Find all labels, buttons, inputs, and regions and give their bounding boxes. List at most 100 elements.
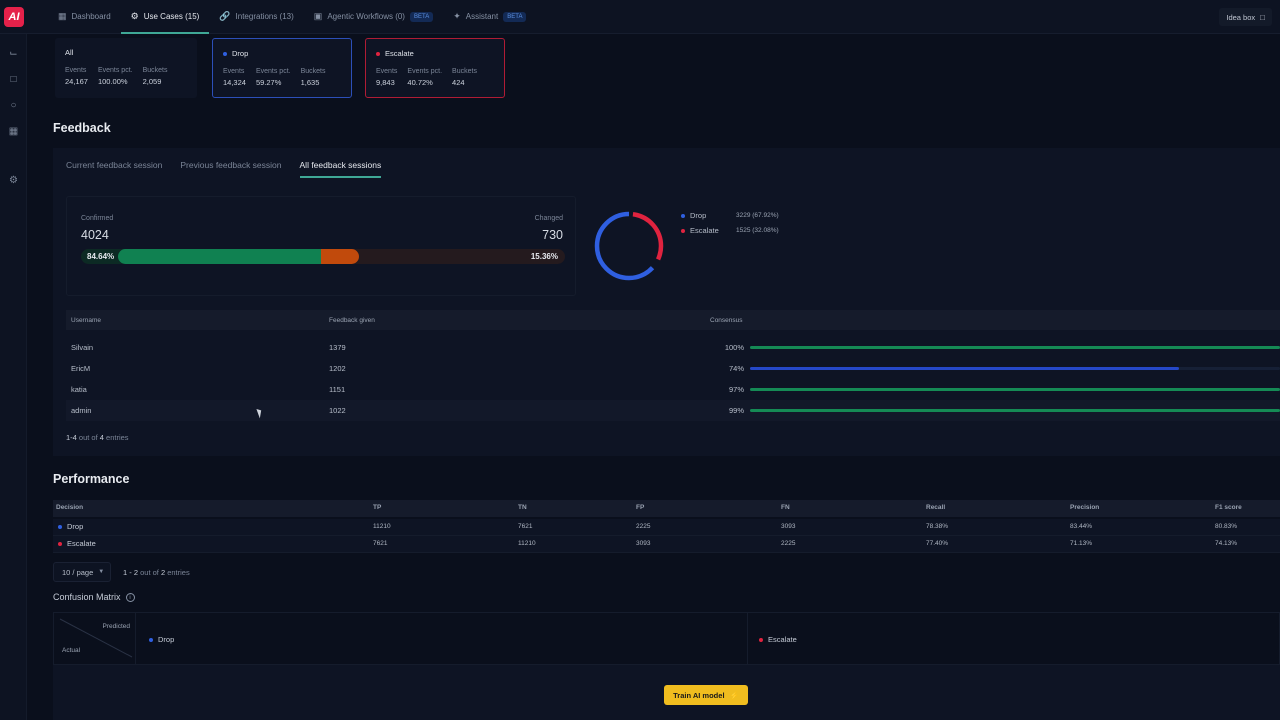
changed-segment — [321, 249, 359, 264]
events-label: Events — [65, 67, 87, 74]
settings-icon[interactable]: ⚙ — [9, 175, 18, 186]
stat-card-all[interactable]: All Events 24,167 Events pct. 100.00% Buck… — [55, 38, 197, 98]
col-recall[interactable]: Recall — [926, 504, 946, 511]
col-fp[interactable]: FP — [636, 504, 645, 511]
username: EricM — [71, 364, 91, 373]
legend-value: 3229 (67.92%) — [736, 212, 779, 219]
info-icon[interactable]: i — [125, 592, 135, 602]
col-feedback-given[interactable]: Feedback given — [329, 316, 375, 324]
idea-box-button[interactable]: Idea box □ — [1219, 8, 1272, 26]
legend-item-drop[interactable]: Drop 3229 (67.92%) — [681, 208, 779, 223]
scan-icon[interactable]: ▦ — [8, 126, 19, 137]
tp-value: 7621 — [373, 540, 388, 547]
predicted-label: Predicted — [102, 623, 130, 630]
performance-title: Performance — [53, 472, 130, 486]
recall-value: 78.38% — [926, 523, 949, 530]
search-icon[interactable]: ○ — [10, 100, 17, 111]
buckets-label: Buckets — [452, 68, 477, 75]
link-icon: 🔗 — [219, 11, 231, 21]
stat-card-drop[interactable]: Drop Events 14,324 Events pct. 59.27% Buck… — [212, 38, 352, 98]
robot-icon: ▣ — [313, 11, 323, 21]
col-f1-score[interactable]: F1 score — [1215, 504, 1242, 511]
drop-dot-icon — [58, 524, 62, 529]
app-logo[interactable]: AI — [4, 6, 24, 27]
col-precision[interactable]: Precision — [1070, 504, 1100, 511]
f1-value: 80.83% — [1215, 523, 1238, 530]
escalate-dot-icon — [681, 228, 685, 233]
changed-value: 730 — [542, 228, 563, 242]
precision-value: 83.44% — [1070, 523, 1093, 530]
confirmed-value: 4024 — [81, 228, 109, 242]
nav-label: Dashboard — [71, 12, 111, 21]
precision-value: 71.13% — [1070, 540, 1093, 547]
stat-card-title: Escalate — [385, 49, 414, 58]
nav-label: Assistant — [465, 12, 499, 21]
buckets-label: Buckets — [142, 67, 168, 74]
chart-icon[interactable]: ⌙ — [9, 48, 18, 59]
consensus-bar — [750, 346, 1280, 349]
feedback-given: 1379 — [329, 343, 346, 352]
table-row[interactable]: Silvain 1379 100% — [66, 337, 1280, 358]
drop-dot-icon — [223, 51, 227, 56]
events-value: 9,843 — [376, 78, 395, 87]
idea-box-label: Idea box — [1226, 12, 1256, 22]
fn-value: 3093 — [781, 523, 796, 530]
train-ai-model-button[interactable]: Train AI model ⚡ — [664, 685, 748, 705]
nav-integrations[interactable]: 🔗 Integrations (13) — [209, 0, 303, 34]
chat-icon[interactable]: □ — [10, 74, 17, 85]
tab-current-session[interactable]: Current feedback session — [66, 160, 163, 170]
confirmed-label: Confirmed — [81, 215, 114, 222]
nav-label: Agentic Workflows (0) — [327, 12, 405, 21]
fn-value: 2225 — [781, 540, 796, 547]
consensus-bar — [750, 388, 1280, 391]
tab-previous-session[interactable]: Previous feedback session — [180, 160, 282, 170]
escalate-dot-icon — [376, 51, 380, 56]
main-content: All Events 24,167 Events pct. 100.00% Buck… — [27, 34, 1280, 720]
nav-assistant[interactable]: ✦ Assistant BETA — [443, 0, 536, 34]
col-username[interactable]: Username — [71, 316, 101, 324]
fp-value: 3093 — [636, 540, 651, 547]
tab-all-sessions[interactable]: All feedback sessions — [299, 160, 381, 178]
escalate-dot-icon — [759, 637, 763, 642]
chevron-down-icon: ▼ — [98, 569, 105, 575]
col-consensus[interactable]: Consensus — [710, 316, 743, 324]
col-decision[interactable]: Decision — [56, 504, 84, 511]
matrix-corner: Predicted Actual — [54, 613, 136, 666]
nav-use-cases[interactable]: ⚙ Use Cases (15) — [120, 0, 210, 34]
consensus-bar — [750, 409, 1280, 412]
confusion-matrix: Predicted Actual Drop Escalate — [53, 612, 1280, 666]
buckets-label: Buckets — [300, 68, 326, 75]
stat-card-title: Drop — [232, 49, 249, 58]
actual-label: Actual — [62, 647, 81, 654]
stat-card-escalate[interactable]: Escalate Events 9,843 Events pct. 40.72% B… — [365, 38, 505, 98]
events-pct-label: Events pct. — [407, 68, 443, 75]
top-nav-bar: AI ▦ Dashboard ⚙ Use Cases (15) 🔗 Integr… — [0, 0, 1280, 34]
performance-table-header: Decision TP TN FP FN Recall Precision F1… — [53, 500, 1280, 517]
table-row[interactable]: Drop 11210 7621 2225 3093 78.38% 83.44% … — [53, 519, 1280, 536]
username: katia — [71, 385, 87, 394]
col-tn[interactable]: TN — [518, 504, 527, 511]
legend-item-escalate[interactable]: Escalate 1525 (32.08%) — [681, 223, 779, 238]
consensus-bar — [750, 367, 1280, 370]
events-pct-value: 59.27% — [255, 78, 282, 87]
page-size-select[interactable]: 10 / page ▼ — [53, 562, 111, 582]
decision-name: Escalate — [67, 539, 96, 548]
username: admin — [71, 406, 92, 415]
feedback-tabs: Current feedback session Previous feedba… — [66, 160, 399, 178]
changed-pct: 15.36% — [530, 252, 558, 261]
events-pct-value: 100.00% — [97, 77, 128, 86]
table-row[interactable]: EricM 1202 74% — [66, 358, 1280, 379]
consensus-value: 97% — [728, 385, 744, 394]
table-row[interactable]: admin 1022 99% — [66, 400, 1280, 421]
feedback-summary: Confirmed 4024 Changed 730 84.64% 15.36% — [66, 196, 576, 296]
nav-agentic-workflows[interactable]: ▣ Agentic Workflows (0) BETA — [304, 0, 443, 34]
col-fn[interactable]: FN — [781, 504, 790, 511]
col-tp[interactable]: TP — [373, 504, 382, 511]
consensus-value: 100% — [724, 343, 744, 352]
page-size-value: 10 / page — [62, 567, 94, 577]
confirmed-pct: 84.64% — [87, 252, 115, 261]
table-row[interactable]: katia 1151 97% — [66, 379, 1280, 400]
table-row[interactable]: Escalate 7621 11210 3093 2225 77.40% 71.… — [53, 536, 1280, 553]
nav-dashboard[interactable]: ▦ Dashboard — [48, 0, 121, 34]
legend-name: Drop — [690, 211, 707, 220]
